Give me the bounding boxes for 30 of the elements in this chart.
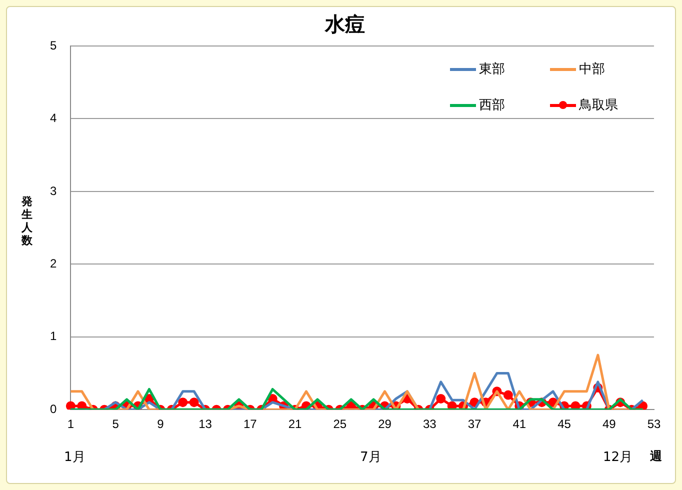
- legend-label: 東部: [479, 61, 505, 78]
- y-axis-title: 発生人数: [20, 195, 34, 247]
- x-tick-label: 1: [67, 417, 74, 432]
- chart-title: 水痘: [324, 12, 365, 36]
- x-tick-label: 41: [512, 417, 526, 432]
- x-tick-label: 49: [602, 417, 616, 432]
- x-tick-label: 45: [558, 417, 572, 432]
- text: 7月: [360, 449, 382, 466]
- x-tick-label: 5: [112, 417, 120, 432]
- x-tick-label: 53: [647, 417, 661, 432]
- legend-label: 西部: [479, 97, 505, 114]
- x-tick-label: 37: [468, 417, 482, 432]
- x-tick-label: 29: [378, 417, 392, 432]
- x-tick-label: 33: [422, 417, 437, 432]
- y-tick-label: 3: [50, 184, 57, 198]
- x-tick-label: 21: [288, 417, 302, 432]
- y-tick-label: 2: [50, 256, 57, 270]
- x-tick-label: 13: [198, 417, 212, 432]
- legend-label: 鳥取県: [579, 97, 618, 114]
- y-tick-label: 4: [50, 111, 57, 126]
- x-axis-title: 週: [650, 448, 662, 465]
- y-tick-label: 0: [50, 402, 57, 416]
- x-tick-label: 17: [243, 417, 258, 432]
- text: 1月: [64, 449, 86, 466]
- y-tick-label: 1: [50, 329, 57, 344]
- legend-label: 中部: [579, 61, 605, 78]
- x-tick-label: 25: [333, 417, 347, 432]
- text: 12月: [603, 449, 633, 466]
- x-tick-label: 9: [157, 417, 164, 432]
- y-tick-label: 5: [50, 38, 57, 52]
